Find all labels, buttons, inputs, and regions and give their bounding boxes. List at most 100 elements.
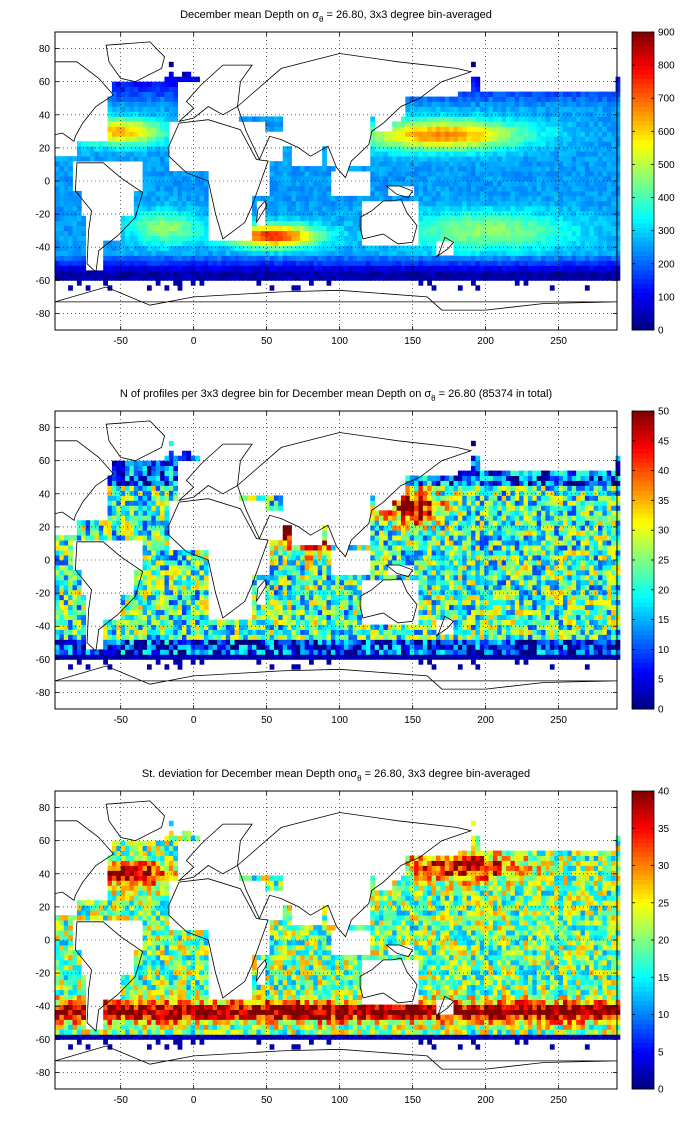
heatmap-cell [440,195,446,202]
heatmap-cell [160,235,165,241]
heatmap-cell [190,176,196,182]
heatmap-cell [422,235,428,241]
heatmap-cell [457,260,463,266]
heatmap-cell [576,260,581,266]
heatmap-cell [230,240,235,246]
heatmap-cell [418,210,424,217]
heatmap-cell [387,171,393,177]
heatmap-cell [221,649,227,655]
heatmap-cell [514,235,520,241]
heatmap-cell [173,265,179,271]
heatmap-cell [81,146,87,152]
heatmap-cell [111,270,117,276]
heatmap-cell [558,146,564,152]
heatmap-cell [414,181,419,187]
heatmap-cell [190,210,196,217]
heatmap-cell [160,255,165,261]
heatmap-cell [514,96,520,102]
heatmap-cell [190,560,196,566]
heatmap-cell [589,240,595,246]
colorbar-tick-label: 300 [658,226,675,237]
heatmap-cell [138,250,143,256]
heatmap-cell [295,664,301,670]
heatmap-cell [554,230,560,237]
heatmap-cell [173,659,179,665]
heatmap-cell [615,141,621,147]
heatmap-cell [484,205,489,212]
heatmap-cell [567,240,573,246]
heatmap-cell [186,71,192,78]
heatmap-cell [571,156,577,162]
heatmap-cell [300,215,306,222]
heatmap-cell [497,176,503,182]
heatmap-cell [488,200,494,207]
heatmap-cell [475,176,481,182]
heatmap-cell [225,270,231,276]
heatmap-cell [177,654,183,660]
heatmap-cell [405,245,411,251]
heatmap-cell [146,101,152,107]
heatmap-cell [422,200,428,207]
heatmap-cell [562,215,568,222]
heatmap-cell [107,535,113,541]
heatmap-cell [444,195,450,202]
heatmap-cell [155,235,161,241]
heatmap-cell [173,555,179,561]
heatmap-cell [295,604,301,611]
heatmap-cell [208,275,214,281]
heatmap-cell [488,240,494,246]
heatmap-cell [138,275,143,281]
heatmap-cell [453,255,459,261]
heatmap-cell [160,245,165,251]
heatmap-cell [444,111,450,117]
heatmap-cell [584,210,590,217]
heatmap-cell [278,614,284,620]
heatmap-cell [173,594,179,601]
heatmap-cell [532,151,538,157]
heatmap-cell [85,285,91,291]
heatmap-cell [190,634,196,640]
heatmap-cell [55,181,60,187]
heatmap-cell [243,240,249,246]
heatmap-cell [146,480,152,486]
heatmap-cell [155,619,161,625]
heatmap-cell [177,200,183,207]
heatmap-cell [164,629,170,635]
heatmap-cell [484,210,489,217]
heatmap-cell [155,520,161,526]
heatmap-cell [335,205,341,212]
heatmap-cell [317,215,323,222]
heatmap-cell [138,255,143,261]
heatmap-cell [558,235,564,241]
heatmap-cell [142,91,148,97]
heatmap-cell [142,639,148,645]
heatmap-cell [217,255,222,261]
heatmap-cell [589,126,595,132]
heatmap-cell [116,470,122,476]
heatmap-cell [501,205,507,212]
heatmap-cell [55,535,60,541]
heatmap-cell [387,195,393,202]
heatmap-cell [427,245,433,251]
heatmap-cell [155,560,161,566]
heatmap-cell [59,654,65,660]
heatmap-cell [63,220,69,227]
heatmap-cell [160,564,165,571]
heatmap-cell [243,255,249,261]
heatmap-cell [129,255,135,261]
heatmap-cell [173,649,179,655]
heatmap-cell [488,156,494,162]
heatmap-cell [125,101,130,107]
heatmap-cell [138,639,143,645]
heatmap-cell [291,599,297,606]
heatmap-cell [186,599,192,606]
heatmap-cell [164,495,170,501]
heatmap-cell [488,255,494,261]
heatmap-cell [203,639,209,645]
heatmap-cell [160,465,165,471]
heatmap-cell [142,505,148,511]
heatmap-cell [492,275,498,281]
heatmap-cell [313,230,319,237]
colorbar-tick-label: 400 [658,193,675,204]
heatmap-cell [125,245,130,251]
